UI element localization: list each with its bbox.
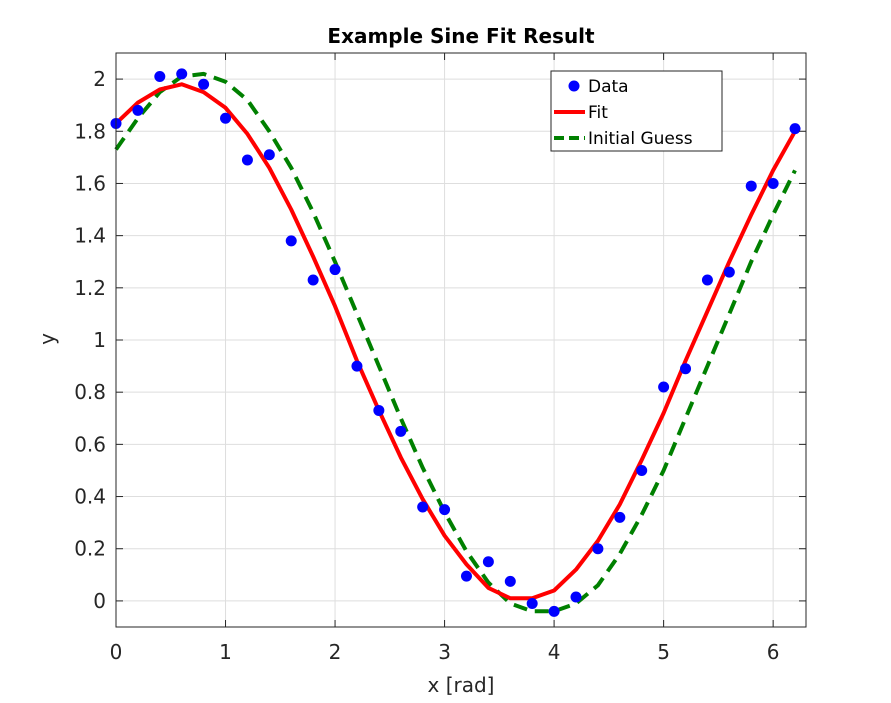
data-point (548, 605, 560, 617)
x-axis-label: x [rad] (428, 673, 495, 697)
x-tick-label: 5 (657, 640, 670, 664)
data-point (614, 511, 626, 523)
data-point (439, 504, 451, 516)
y-tick-label: 1.6 (74, 171, 106, 195)
data-point (526, 598, 538, 610)
series-layer (110, 68, 801, 617)
y-tick-label: 0 (93, 589, 106, 613)
data-point (220, 112, 232, 124)
y-tick-label: 0.8 (74, 380, 106, 404)
data-point (373, 404, 385, 416)
data-point (263, 149, 275, 161)
data-point (198, 78, 210, 90)
y-tick-label: 0.4 (74, 485, 106, 509)
data-point (241, 154, 253, 166)
data-point (504, 575, 516, 587)
x-tick-label: 4 (548, 640, 561, 664)
legend: Data Fit Initial Guess (550, 70, 723, 152)
y-tick-label: 1 (93, 328, 106, 352)
y-tick-label: 0.2 (74, 537, 106, 561)
data-point (176, 68, 188, 80)
data-point (767, 177, 779, 189)
y-tick-label: 2 (93, 67, 106, 91)
data-point (636, 464, 648, 476)
y-tick-label: 0.6 (74, 432, 106, 456)
data-point (570, 591, 582, 603)
x-tick-label: 1 (219, 640, 232, 664)
data-point (658, 381, 670, 393)
data-point (395, 425, 407, 437)
y-tick-label: 1.2 (74, 276, 106, 300)
x-tick-label: 6 (767, 640, 780, 664)
data-point (154, 70, 166, 82)
data-point (482, 556, 494, 568)
data-point (307, 274, 319, 286)
y-axis-label: y (35, 333, 59, 345)
data-point (329, 264, 341, 276)
legend-label: Fit (588, 103, 608, 123)
data-point (132, 104, 144, 116)
data-point (460, 570, 472, 582)
y-tick-label: 1.4 (74, 224, 106, 248)
data-point (701, 274, 713, 286)
legend-label: Data (588, 77, 629, 97)
data-point (417, 501, 429, 513)
legend-label: Initial Guess (588, 129, 693, 149)
x-tick-label: 2 (329, 640, 342, 664)
chart-title: Example Sine Fit Result (327, 24, 595, 48)
data-point (745, 180, 757, 192)
legend-marker-data (568, 80, 580, 92)
initial-guess-line (114, 71, 797, 614)
data-point (789, 123, 801, 135)
data-point (592, 543, 604, 555)
data-point (285, 235, 297, 247)
y-tick-label: 1.8 (74, 119, 106, 143)
data-point (351, 360, 363, 372)
ticks: 0 1 2 3 4 5 6 0 0.2 0.4 0.6 0.8 1 1.2 1.4 1.6 1.8 2 (74, 53, 806, 664)
x-tick-label: 0 (110, 640, 123, 664)
data-point (680, 363, 692, 375)
data-point (723, 266, 735, 278)
x-tick-label: 3 (438, 640, 451, 664)
